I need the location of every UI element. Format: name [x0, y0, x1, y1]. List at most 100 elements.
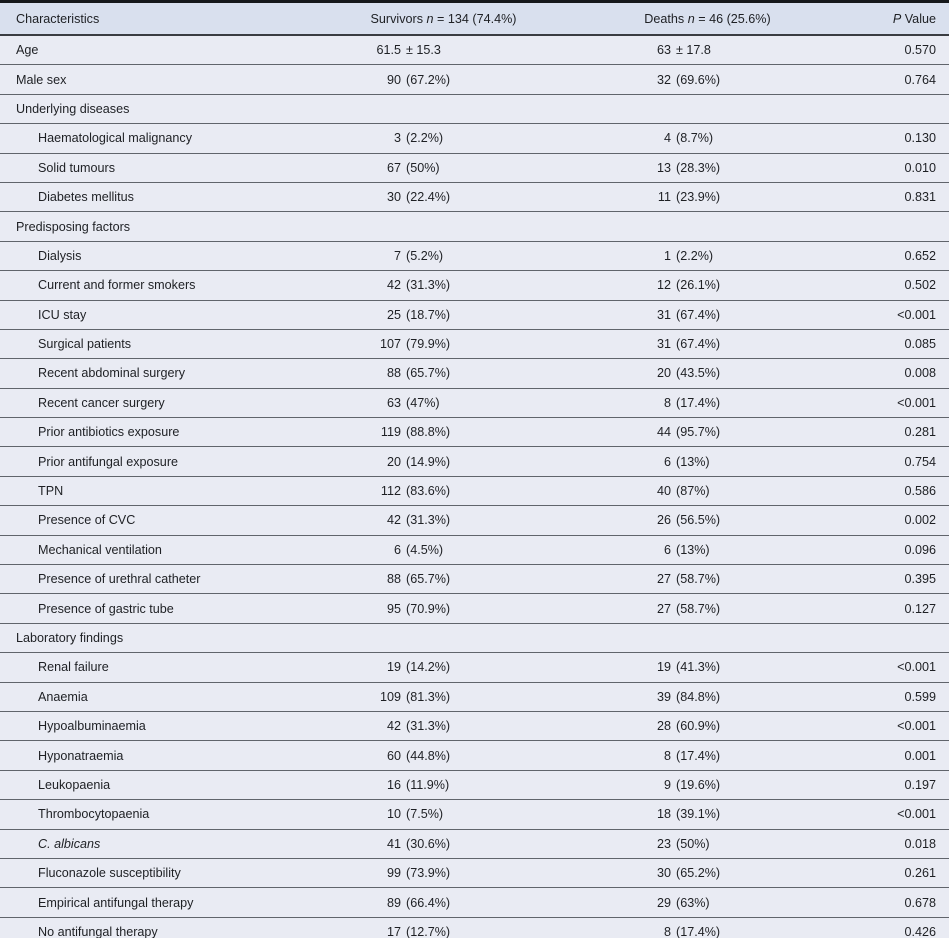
table-row: Empirical antifungal therapy 89 (66.4%) 29 (… — [0, 887, 949, 918]
row-label: Surgical patients — [0, 329, 332, 360]
survivors-value: 16 (11.9%) — [332, 770, 610, 801]
p-value: 0.502 — [880, 270, 949, 301]
deaths-value: 28 (60.9%) — [610, 711, 880, 742]
value-detail: (17.4%) — [676, 395, 721, 410]
survivors-value: 25 (18.7%) — [332, 300, 610, 330]
deaths-value: 31 (67.4%) — [610, 300, 880, 330]
deaths-value: 18 (39.1%) — [610, 799, 880, 830]
table-row: Hypoalbuminaemia 42 (31.3%) 28 (60.9%) <0.001 — [0, 711, 949, 742]
value-number: 99 — [386, 866, 401, 881]
value-detail: ± 17.8 — [676, 43, 711, 58]
table-row: TPN 112 (83.6%) 40 (87%) 0.586 — [0, 476, 949, 507]
value-number: 17 — [386, 924, 401, 938]
p-value: 0.652 — [880, 241, 949, 272]
survivors-value: 10 (7.5%) — [332, 799, 610, 830]
survivors-value: 119 (88.8%) — [332, 417, 610, 448]
row-label: Empirical antifungal therapy — [0, 887, 332, 918]
value-number: 8 — [663, 924, 671, 938]
row-label: Anaemia — [0, 682, 332, 712]
survivors-value: 95 (70.9%) — [332, 593, 610, 624]
value-detail: (30.6%) — [406, 836, 451, 851]
p-value: 0.130 — [880, 123, 949, 154]
value-number: 25 — [386, 307, 401, 322]
value-detail: ± 15.3 — [406, 43, 441, 58]
header-text: = 134 (74.4%) — [437, 11, 517, 26]
value-detail: (17.4%) — [676, 748, 721, 763]
value-detail: (58.7%) — [676, 572, 721, 587]
survivors-value: 20 (14.9%) — [332, 446, 610, 477]
p-value: 0.426 — [880, 917, 949, 938]
value-detail: (81.3%) — [406, 689, 451, 704]
deaths-value: 20 (43.5%) — [610, 358, 880, 389]
row-label: No antifungal therapy — [0, 917, 332, 938]
value-detail: (2.2%) — [676, 248, 714, 263]
p-value: 0.831 — [880, 182, 949, 213]
row-label: Presence of CVC — [0, 505, 332, 536]
deaths-value: 8 (17.4%) — [610, 917, 880, 938]
value-number: 44 — [656, 425, 671, 440]
section-row: Underlying diseases — [0, 94, 949, 125]
value-detail: (87%) — [676, 484, 710, 499]
p-value: 0.261 — [880, 858, 949, 889]
value-number: 8 — [663, 395, 671, 410]
value-detail: (8.7%) — [676, 131, 714, 146]
value-detail: (63%) — [676, 895, 710, 910]
survivors-value: 3 (2.2%) — [332, 123, 610, 154]
value-detail: (18.7%) — [406, 307, 451, 322]
value-number: 4 — [663, 131, 671, 146]
value-number: 16 — [386, 777, 401, 792]
value-number: 88 — [386, 572, 401, 587]
table-row: Dialysis 7 (5.2%) 1 (2.2%) 0.652 — [0, 241, 949, 272]
value-number: 40 — [656, 484, 671, 499]
row-label: Diabetes mellitus — [0, 182, 332, 213]
value-detail: (56.5%) — [676, 513, 721, 528]
deaths-value: 11 (23.9%) — [610, 182, 880, 213]
p-value: 0.395 — [880, 564, 949, 595]
value-number: 107 — [379, 337, 401, 352]
value-number: 28 — [656, 719, 671, 734]
value-detail: (31.3%) — [406, 719, 451, 734]
table-row: Diabetes mellitus 30 (22.4%) 11 (23.9%) 0.831 — [0, 182, 949, 213]
section-row: Predisposing factors — [0, 211, 949, 242]
p-value: 0.281 — [880, 417, 949, 448]
p-value: 0.570 — [880, 35, 949, 66]
value-number: 27 — [656, 601, 671, 616]
table-row: Prior antifungal exposure 20 (14.9%) 6 (13%)… — [0, 446, 949, 477]
survivors-value: 99 (73.9%) — [332, 858, 610, 889]
survivors-value: 90 (67.2%) — [332, 64, 610, 95]
value-detail: (58.7%) — [676, 601, 721, 616]
value-detail: (28.3%) — [676, 160, 721, 175]
row-label: Solid tumours — [0, 153, 332, 183]
row-label: Leukopaenia — [0, 770, 332, 801]
p-value: <0.001 — [880, 388, 949, 419]
row-label: Recent abdominal surgery — [0, 358, 332, 389]
row-label: Dialysis — [0, 241, 332, 272]
header-n-symbol: n — [426, 11, 434, 26]
survivors-value: 88 (65.7%) — [332, 358, 610, 389]
value-detail: (39.1%) — [676, 807, 721, 822]
value-detail: (2.2%) — [406, 131, 444, 146]
table-row: Renal failure 19 (14.2%) 19 (41.3%) <0.001 — [0, 652, 949, 683]
value-number: 6 — [663, 454, 671, 469]
value-detail: (19.6%) — [676, 777, 721, 792]
value-number: 31 — [656, 337, 671, 352]
value-number: 30 — [656, 866, 671, 881]
row-label: C. albicans — [0, 829, 332, 859]
row-label: Presence of urethral catheter — [0, 564, 332, 595]
value-detail: (14.9%) — [406, 454, 451, 469]
value-number: 42 — [386, 719, 401, 734]
deaths-value: 39 (84.8%) — [610, 682, 880, 712]
value-detail: (5.2%) — [406, 248, 444, 263]
value-number: 8 — [663, 748, 671, 763]
value-detail: (14.2%) — [406, 660, 451, 675]
p-value: 0.018 — [880, 829, 949, 859]
value-number: 41 — [386, 836, 401, 851]
value-number: 89 — [386, 895, 401, 910]
deaths-value: 27 (58.7%) — [610, 564, 880, 595]
value-detail: (50%) — [406, 160, 440, 175]
value-detail: (43.5%) — [676, 366, 721, 381]
table-row: ICU stay 25 (18.7%) 31 (67.4%) <0.001 — [0, 300, 949, 330]
value-detail: (70.9%) — [406, 601, 451, 616]
deaths-value: 32 (69.6%) — [610, 64, 880, 95]
